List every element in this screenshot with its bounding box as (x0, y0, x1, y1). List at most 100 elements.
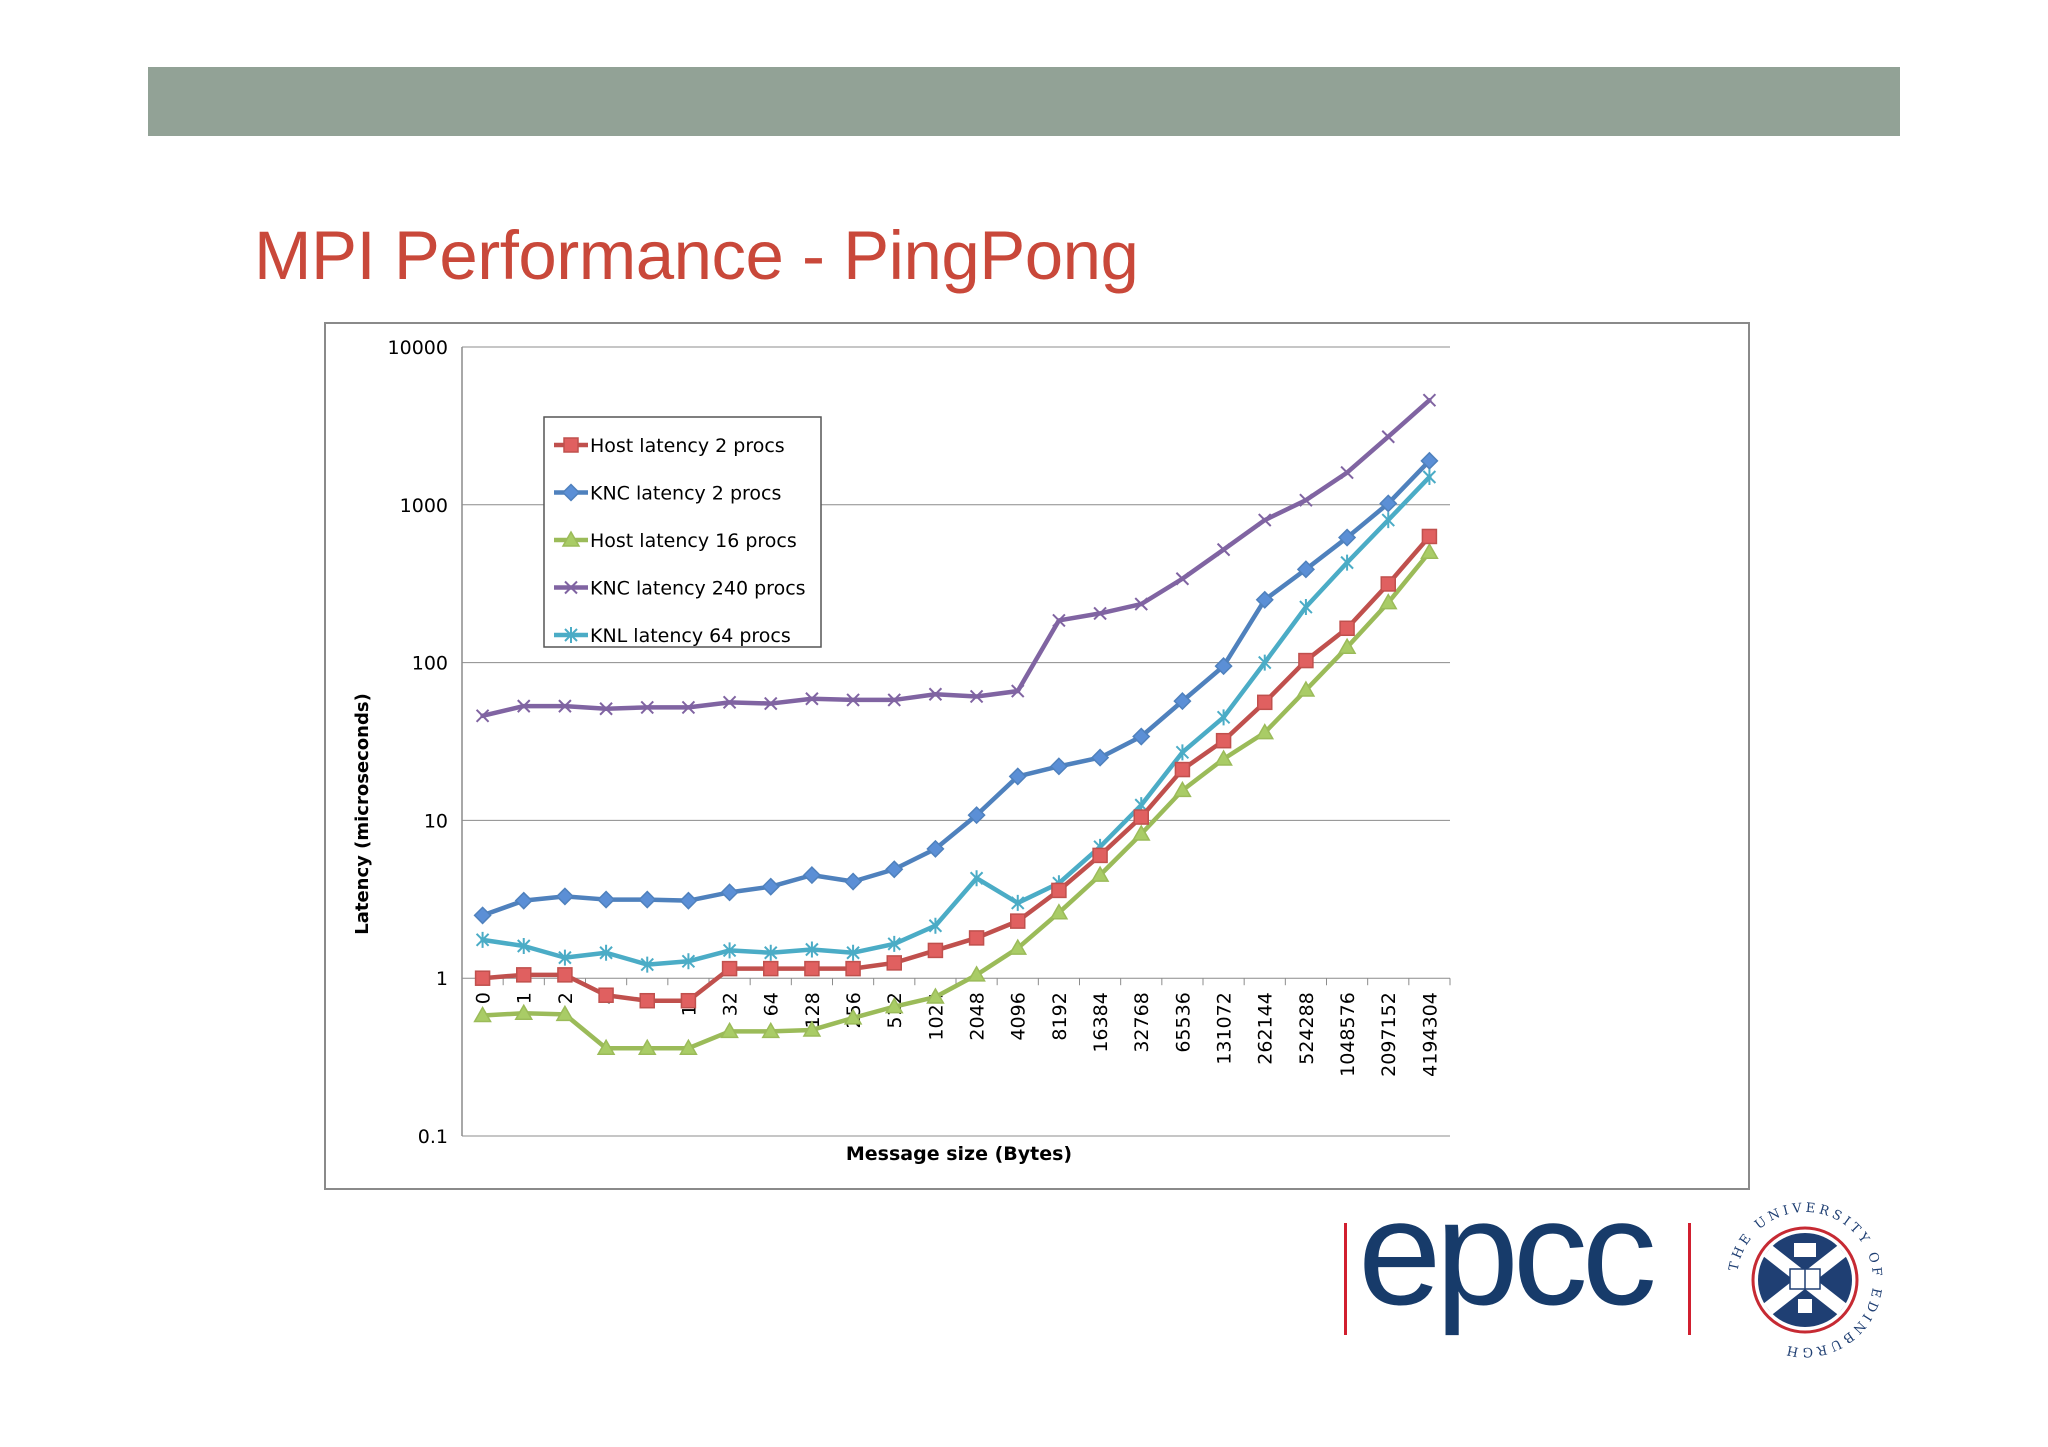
legend-item: KNL latency 64 procs (554, 625, 791, 647)
data-point-marker (1378, 593, 1398, 610)
legend: Host latency 2 procs KNC latency 2 procs H… (543, 416, 822, 648)
data-point-marker (1299, 493, 1313, 507)
data-point-marker (561, 530, 581, 547)
y-tick-label: 100 (412, 653, 448, 675)
data-point-marker (1134, 597, 1148, 611)
data-point-marker (1338, 528, 1357, 547)
y-tick-label: 10 (424, 810, 448, 832)
data-point-marker (764, 696, 778, 711)
data-point-marker (720, 1021, 739, 1039)
data-point-marker (473, 1006, 492, 1023)
data-point-marker (1174, 761, 1191, 778)
data-point-marker (969, 689, 984, 704)
data-point-marker (928, 917, 943, 934)
epcc-logo-text: epcc (1358, 1168, 1657, 1336)
data-point-marker (1010, 913, 1026, 929)
data-point-marker (967, 965, 986, 982)
data-point-marker (720, 883, 739, 902)
data-point-marker (599, 702, 613, 716)
data-point-marker (1298, 652, 1314, 669)
data-point-marker (637, 1038, 657, 1055)
y-axis-title: Latency (microseconds) (352, 693, 373, 935)
data-point-marker (516, 967, 532, 983)
data-point-marker (564, 627, 578, 643)
data-point-marker (764, 944, 778, 961)
data-point-marker (475, 931, 490, 948)
data-point-marker (679, 1038, 698, 1055)
data-point-marker (1420, 542, 1439, 560)
data-point-marker (638, 890, 657, 909)
data-point-marker (927, 942, 944, 959)
data-point-marker (1339, 620, 1355, 637)
footer-logos: epcc THE UNIVERSITY OF EDINBURGH (1330, 1177, 1890, 1365)
data-point-marker (802, 866, 821, 885)
data-point-marker (884, 997, 904, 1014)
data-point-marker (845, 960, 861, 977)
series-knc-latency-240-procs (475, 393, 1437, 723)
data-point-marker (599, 944, 613, 961)
data-point-marker (1091, 748, 1110, 767)
data-point-marker (1296, 680, 1316, 697)
data-point-marker (968, 930, 985, 946)
top-header-bar (148, 67, 1900, 136)
data-point-marker (721, 960, 738, 977)
x-tick-label: 131072 (1214, 992, 1236, 1065)
data-point-marker (1214, 657, 1233, 676)
epcc-right-separator (1688, 1223, 1691, 1335)
x-tick-label: 1 (514, 992, 536, 1004)
legend-label: Host latency 2 procs (590, 435, 785, 457)
x-tick-label: 262144 (1255, 992, 1277, 1065)
x-tick-label: 1024 (925, 992, 947, 1040)
legend-item: KNC latency 2 procs (554, 483, 781, 505)
data-point-marker (1420, 451, 1439, 470)
data-point-marker (805, 692, 819, 706)
data-point-marker (926, 839, 945, 858)
data-point-marker (1216, 709, 1231, 726)
series-line (480, 397, 1432, 719)
data-point-marker (680, 992, 697, 1009)
data-point-marker (805, 941, 819, 958)
data-point-marker (722, 942, 737, 959)
y-tick-label: 10000 (388, 337, 448, 359)
data-point-marker (517, 699, 531, 713)
latency-line-chart: 0.11101001000100000124816326412825651210… (352, 337, 1451, 1165)
data-point-marker (555, 1004, 575, 1022)
y-tick-label: 0.1 (418, 1126, 448, 1148)
slide-title: MPI Performance - PingPong (254, 217, 1139, 294)
data-point-marker (475, 709, 490, 723)
series-knl-latency-64-procs (475, 469, 1437, 973)
data-point-marker (558, 699, 572, 713)
data-point-marker (1052, 613, 1066, 628)
data-point-marker (761, 1021, 781, 1039)
data-point-marker (1422, 393, 1437, 407)
series-host-latency-2-procs (474, 528, 1438, 1009)
x-tick-label: 64 (761, 992, 783, 1016)
data-point-marker (763, 960, 779, 977)
data-point-marker (967, 806, 986, 825)
data-point-marker (1011, 894, 1025, 911)
x-tick-label: 2048 (967, 992, 989, 1040)
data-point-marker (1340, 554, 1354, 571)
data-point-marker (517, 937, 531, 954)
data-point-marker (1090, 865, 1110, 882)
data-point-marker (926, 987, 945, 1004)
data-point-marker (1092, 847, 1108, 864)
data-point-marker (1132, 727, 1151, 746)
data-point-marker (1049, 903, 1069, 920)
data-point-marker (804, 960, 820, 977)
data-point-marker (1299, 599, 1313, 616)
data-point-marker (1008, 767, 1027, 786)
data-point-marker (1049, 757, 1068, 776)
data-point-marker (561, 483, 581, 502)
data-point-marker (802, 1020, 822, 1037)
data-point-marker (558, 949, 572, 966)
data-point-marker (887, 935, 901, 952)
legend-item: Host latency 16 procs (554, 530, 797, 552)
x-tick-label: 2097152 (1378, 992, 1400, 1077)
x-axis-title: Message size (Bytes) (846, 1143, 1072, 1165)
chart-frame: 0.11101001000100000124816326412825651210… (324, 322, 1750, 1190)
y-tick-label: 1000 (400, 495, 448, 517)
data-point-marker (1258, 654, 1272, 671)
data-point-marker (1337, 637, 1357, 655)
data-point-marker (564, 580, 578, 595)
